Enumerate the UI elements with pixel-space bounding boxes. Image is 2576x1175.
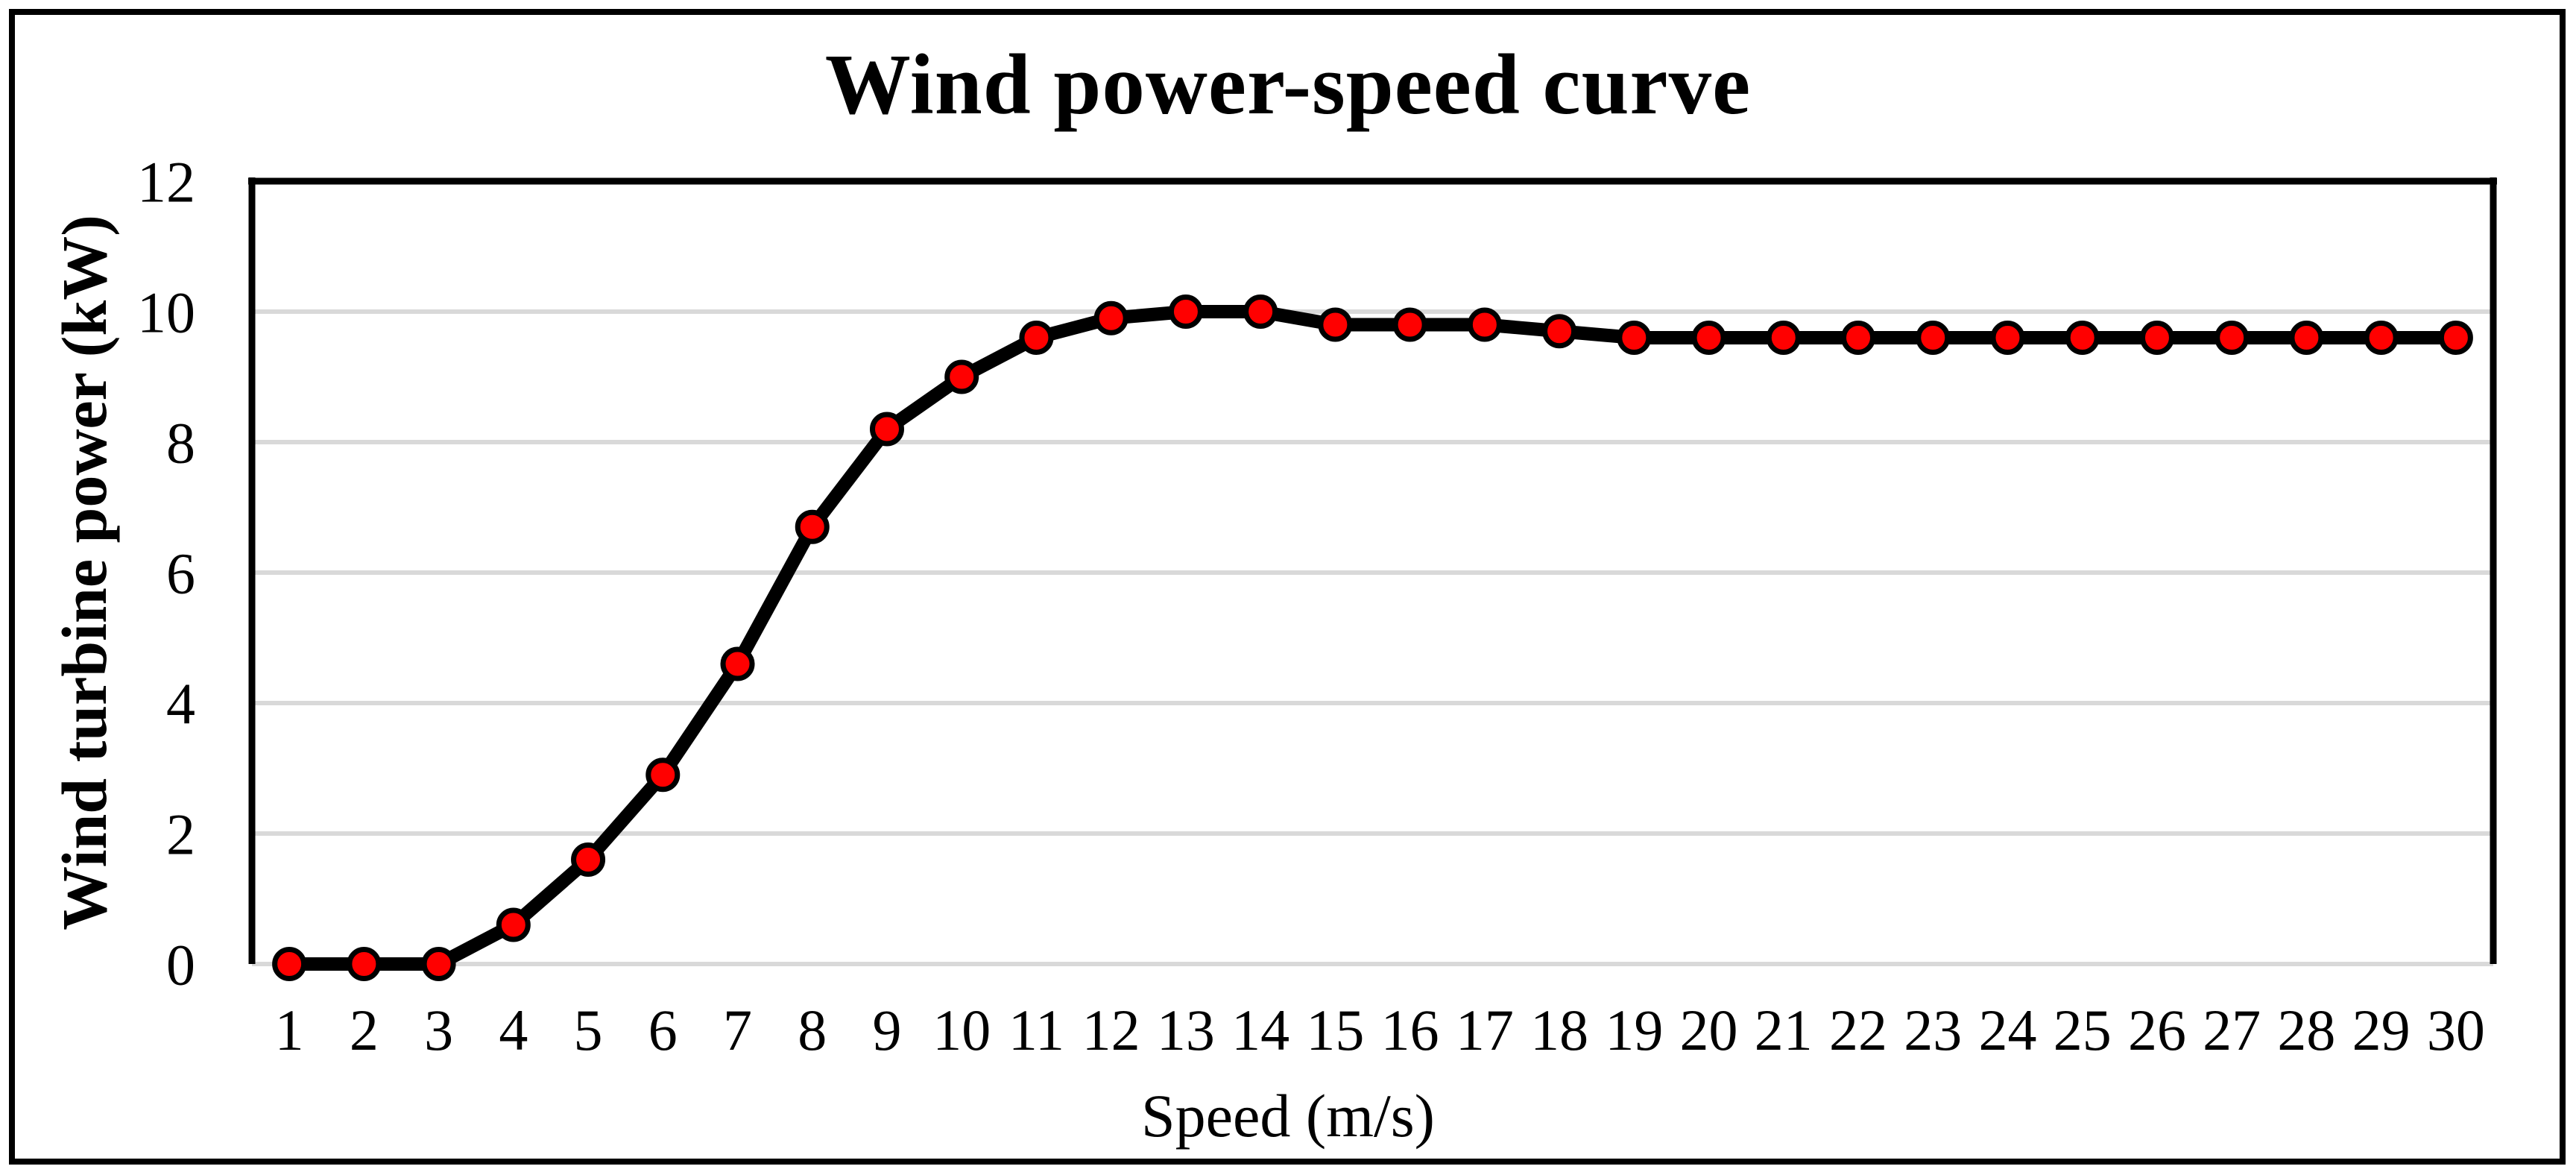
data-point-marker	[645, 757, 681, 793]
data-point-marker	[2214, 321, 2250, 355]
y-tick-label: 8	[166, 410, 195, 475]
data-point-marker	[1392, 307, 1427, 342]
data-point-marker	[571, 842, 606, 877]
data-point-marker	[720, 646, 755, 681]
data-point-marker	[1019, 321, 1054, 355]
y-tick-label: 10	[137, 280, 195, 344]
x-tick-label: 29	[2352, 998, 2411, 1062]
x-tick-label: 15	[1306, 998, 1364, 1062]
x-tick-label: 21	[1755, 998, 1813, 1062]
data-point-marker	[1318, 307, 1353, 342]
x-tick-label: 13	[1157, 998, 1215, 1062]
data-point-marker	[1168, 294, 1203, 329]
x-tick-label: 20	[1680, 998, 1738, 1062]
x-tick-label: 25	[2053, 998, 2112, 1062]
x-tick-label: 26	[2128, 998, 2186, 1062]
x-tick-label: 8	[798, 998, 827, 1062]
data-point-marker	[1841, 321, 1876, 355]
data-point-marker	[1467, 307, 1502, 342]
data-point-marker	[272, 947, 307, 981]
data-point-marker	[1542, 314, 1577, 349]
y-tick-label: 0	[166, 932, 195, 997]
y-tick-label: 4	[166, 671, 195, 736]
x-tick-label: 14	[1231, 998, 1289, 1062]
data-point-marker	[1916, 321, 1951, 355]
x-tick-label: 17	[1456, 998, 1514, 1062]
data-point-marker	[2364, 321, 2399, 355]
data-point-marker	[1617, 321, 1652, 355]
data-point-marker	[795, 509, 830, 544]
x-tick-label: 27	[2203, 998, 2261, 1062]
x-tick-label: 24	[1978, 998, 2036, 1062]
data-point-marker	[2139, 321, 2174, 355]
x-tick-label: 11	[1008, 998, 1064, 1062]
x-tick-label: 22	[1829, 998, 1887, 1062]
figure-frame	[9, 9, 2566, 1165]
x-axis-title: Speed (m/s)	[1141, 1082, 1435, 1150]
x-tick-label: 1	[275, 998, 304, 1062]
x-tick-label: 6	[648, 998, 678, 1062]
x-tick-label: 18	[1530, 998, 1588, 1062]
data-point-marker	[1766, 321, 1801, 355]
x-tick-label: 10	[932, 998, 991, 1062]
x-tick-label: 19	[1605, 998, 1663, 1062]
x-tick-label: 2	[350, 998, 379, 1062]
data-point-marker	[869, 412, 904, 447]
data-point-marker	[2289, 321, 2324, 355]
x-tick-label: 12	[1082, 998, 1140, 1062]
x-tick-label: 16	[1381, 998, 1439, 1062]
data-point-marker	[944, 359, 979, 394]
x-tick-label: 4	[499, 998, 528, 1062]
data-point-marker	[1243, 294, 1278, 329]
data-point-marker	[421, 947, 456, 981]
data-point-marker	[1093, 300, 1128, 336]
y-tick-label: 12	[137, 149, 195, 214]
data-point-marker	[2065, 321, 2100, 355]
x-tick-label: 7	[723, 998, 752, 1062]
x-tick-label: 28	[2277, 998, 2335, 1062]
y-tick-label: 6	[166, 541, 195, 605]
x-tick-label: 30	[2427, 998, 2485, 1062]
series-line	[282, 305, 2463, 971]
x-tick-label: 23	[1904, 998, 1962, 1062]
data-point-marker	[1691, 321, 1726, 355]
x-tick-label: 5	[574, 998, 603, 1062]
data-point-marker	[496, 907, 531, 942]
data-point-marker	[2438, 321, 2473, 355]
chart-title: Wind power-speed curve	[824, 37, 1752, 132]
data-point-marker	[347, 947, 382, 981]
data-point-marker	[1990, 321, 2025, 355]
x-tick-label: 9	[872, 998, 901, 1062]
y-tick-label: 2	[166, 801, 195, 866]
x-tick-label: 3	[424, 998, 453, 1062]
